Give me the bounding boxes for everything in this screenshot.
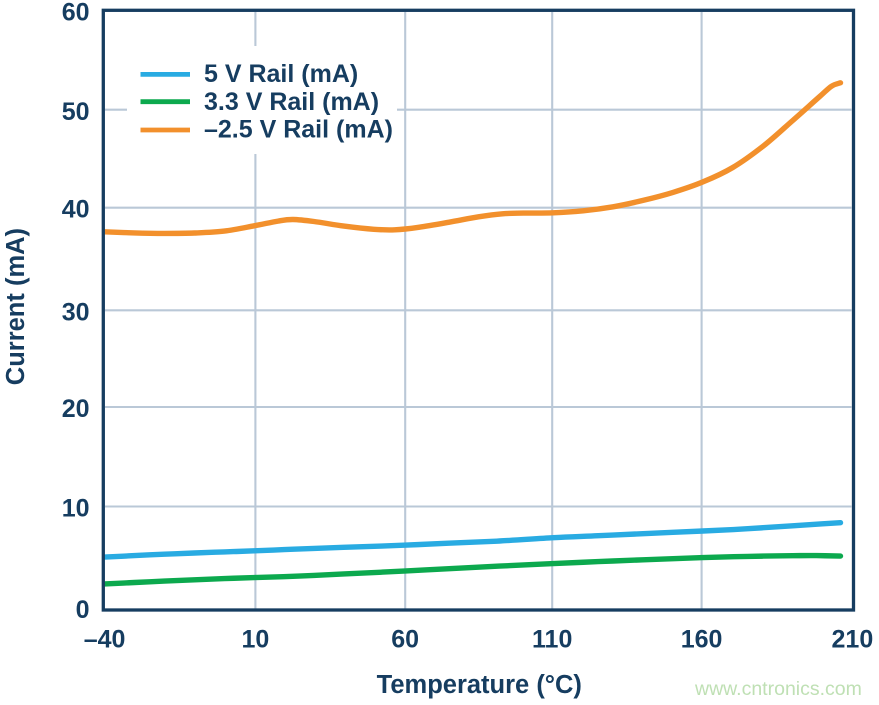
svg-text:60: 60 [62, 0, 90, 27]
svg-text:20: 20 [62, 395, 90, 423]
svg-text:0: 0 [76, 596, 90, 624]
svg-text:110: 110 [532, 626, 572, 654]
svg-text:10: 10 [241, 626, 269, 654]
svg-text:40: 40 [62, 196, 90, 224]
svg-text:3.3 V Rail (mA): 3.3 V Rail (mA) [204, 88, 379, 116]
svg-text:210: 210 [832, 626, 874, 654]
svg-text:www.cntronics.com: www.cntronics.com [694, 678, 862, 700]
svg-text:10: 10 [62, 495, 90, 523]
svg-text:–40: –40 [84, 626, 126, 654]
svg-text:160: 160 [681, 626, 723, 654]
svg-text:–2.5 V Rail (mA): –2.5 V Rail (mA) [204, 116, 393, 144]
svg-text:Temperature (°C): Temperature (°C) [377, 671, 582, 699]
svg-text:Current (mA): Current (mA) [2, 228, 30, 385]
svg-text:5 V Rail (mA): 5 V Rail (mA) [204, 60, 358, 88]
svg-text:30: 30 [62, 298, 90, 326]
svg-text:50: 50 [62, 98, 90, 126]
svg-text:60: 60 [391, 626, 419, 654]
